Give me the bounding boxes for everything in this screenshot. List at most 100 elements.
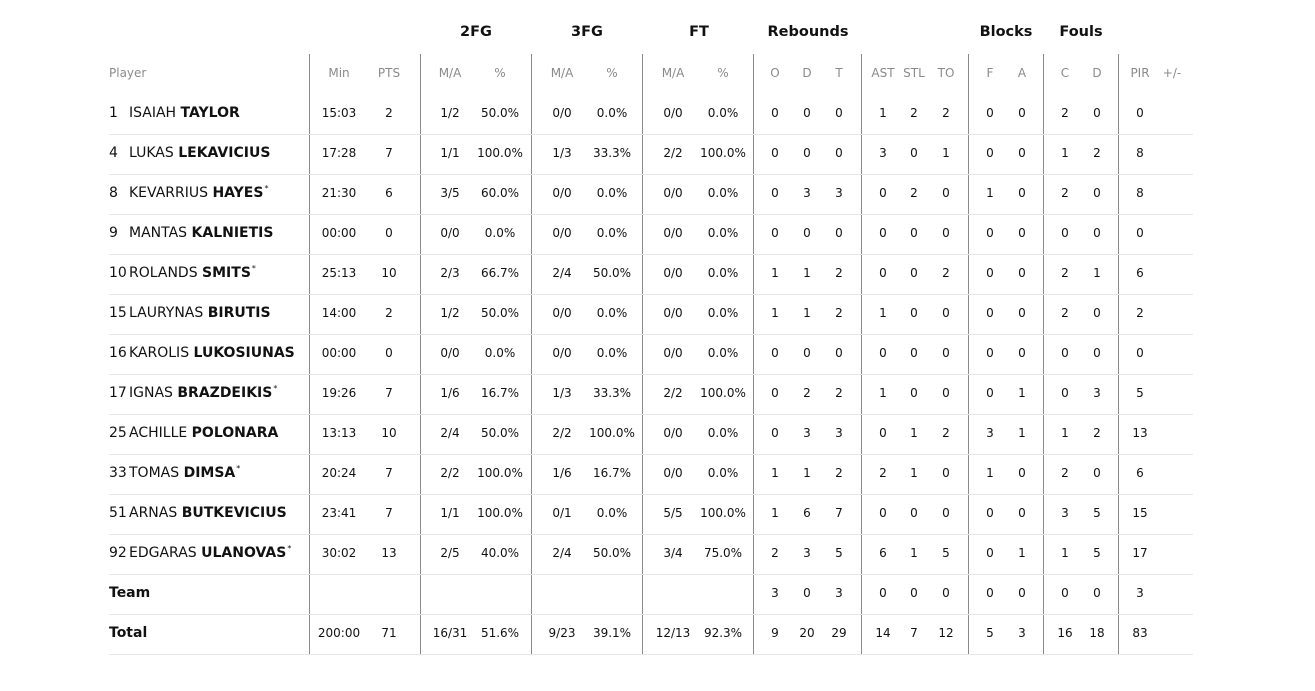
player-first-name: MANTAS (129, 225, 192, 241)
player-row-blk-f: 0 (986, 386, 994, 400)
player-row-to: 0 (942, 306, 950, 320)
player-row-foul-c: 2 (1061, 466, 1069, 480)
player-name[interactable]: KEVARRIUS HAYES* (129, 184, 268, 201)
starter-mark: * (251, 264, 256, 273)
player-row-blk-f: 0 (986, 106, 994, 120)
player-name[interactable]: TOMAS DIMSA* (129, 464, 241, 481)
player-name[interactable]: EDGARAS ULANOVAS* (129, 544, 291, 561)
player-first-name: EDGARAS (129, 545, 202, 561)
player-name[interactable]: ISAIAH TAYLOR (129, 105, 240, 121)
row-divider (109, 494, 1193, 495)
player-name[interactable]: KAROLIS LUKOSIUNAS (129, 345, 295, 361)
player-last-name: LUKOSIUNAS (193, 345, 295, 361)
player-row-to: 2 (942, 266, 950, 280)
player-row-min: 13:13 (321, 426, 357, 440)
player-row-fg2-ma: 3/5 (440, 186, 460, 200)
player-row-fg2-ma: 1/6 (440, 386, 460, 400)
player-name[interactable]: LAURYNAS BIRUTIS (129, 305, 271, 321)
player-row-blk-a: 0 (1018, 186, 1026, 200)
column-header-fg3-pct: % (606, 66, 618, 80)
player-row-pir: 5 (1136, 386, 1144, 400)
column-divider (968, 54, 969, 654)
total-row-foul-d: 18 (1089, 626, 1105, 640)
team-row-pir: 3 (1136, 586, 1144, 600)
player-first-name: ARNAS (129, 505, 182, 521)
total-row-ft-ma: 12/13 (655, 626, 691, 640)
player-name[interactable]: IGNAS BRAZDEIKIS* (129, 384, 278, 401)
player-row-pts: 0 (385, 226, 393, 240)
total-row-ast: 14 (875, 626, 891, 640)
player-row-min: 14:00 (321, 306, 357, 320)
starter-mark: * (273, 384, 278, 393)
player-row-foul-d: 0 (1093, 186, 1101, 200)
player-row-pts: 0 (385, 346, 393, 360)
total-row-foul-c: 16 (1057, 626, 1073, 640)
player-row-ft-ma: 3/4 (663, 546, 683, 560)
player-name[interactable]: ROLANDS SMITS* (129, 264, 256, 281)
player-row-fg3-pct: 33.3% (592, 386, 632, 400)
player-row-blk-f: 0 (986, 546, 994, 560)
player-row-reb-o: 1 (771, 466, 779, 480)
player-row-ft-ma: 0/0 (663, 186, 683, 200)
player-row-foul-d: 0 (1093, 226, 1101, 240)
starter-mark: * (236, 464, 241, 473)
player-row-reb-t: 7 (835, 506, 843, 520)
player-row-ast: 1 (879, 106, 887, 120)
player-row-blk-f: 0 (986, 306, 994, 320)
player-name[interactable]: MANTAS KALNIETIS (129, 225, 273, 241)
player-row-fg3-ma: 0/0 (552, 106, 572, 120)
player-row-fg2-ma: 0/0 (440, 226, 460, 240)
player-row-stl: 0 (910, 146, 918, 160)
player-name[interactable]: ACHILLE POLONARA (129, 425, 278, 441)
player-row-blk-a: 1 (1018, 386, 1026, 400)
player-row-ft-ma: 0/0 (663, 426, 683, 440)
row-divider (109, 414, 1193, 415)
group-header-rebounds: Rebounds (767, 24, 849, 40)
player-row-ft-ma: 0/0 (663, 226, 683, 240)
player-last-name: KALNIETIS (191, 225, 274, 241)
player-row-fg3-ma: 0/0 (552, 226, 572, 240)
player-row-reb-d: 0 (803, 106, 811, 120)
player-row-fg3-pct: 16.7% (592, 466, 632, 480)
player-row-ast: 6 (879, 546, 887, 560)
player-first-name: ROLANDS (129, 265, 203, 281)
row-divider (109, 334, 1193, 335)
player-row-reb-t: 2 (835, 306, 843, 320)
player-row-foul-d: 1 (1093, 266, 1101, 280)
player-row-fg2-pct: 50.0% (480, 426, 520, 440)
player-row-min: 25:13 (321, 266, 357, 280)
total-row-pts: 71 (381, 626, 397, 640)
player-row-to: 0 (942, 186, 950, 200)
player-row-to: 0 (942, 386, 950, 400)
player-row-fg2-pct: 16.7% (480, 386, 520, 400)
player-row-foul-c: 2 (1061, 186, 1069, 200)
player-row-ft-pct: 100.0% (700, 146, 746, 160)
player-row-fg3-pct: 0.0% (596, 506, 628, 520)
player-row-ft-pct: 0.0% (707, 306, 739, 320)
column-divider (531, 54, 532, 654)
total-row-fg3-ma: 9/23 (548, 626, 576, 640)
player-row-fg2-pct: 100.0% (477, 506, 523, 520)
player-row-fg3-pct: 0.0% (596, 226, 628, 240)
player-row-reb-t: 0 (835, 346, 843, 360)
column-header-foul-d: D (1092, 66, 1102, 80)
player-row-ft-ma: 2/2 (663, 386, 683, 400)
player-name[interactable]: LUKAS LEKAVICIUS (129, 145, 270, 161)
player-row-fg3-pct: 0.0% (596, 306, 628, 320)
player-row-min: 00:00 (321, 226, 357, 240)
player-row-reb-o: 2 (771, 546, 779, 560)
player-row-to: 0 (942, 226, 950, 240)
player-row-pts: 2 (385, 306, 393, 320)
column-header-ft-ma: M/A (661, 66, 685, 80)
player-number: 17 (109, 385, 127, 401)
player-row-ft-ma: 0/0 (663, 346, 683, 360)
player-row-reb-o: 0 (771, 346, 779, 360)
player-row-stl: 1 (910, 426, 918, 440)
player-name[interactable]: ARNAS BUTKEVICIUS (129, 505, 287, 521)
total-row-reb-o: 9 (771, 626, 779, 640)
player-row-stl: 0 (910, 506, 918, 520)
player-row-fg3-ma: 0/0 (552, 306, 572, 320)
player-row-pir: 0 (1136, 226, 1144, 240)
column-header-min: Min (328, 66, 350, 80)
player-row-reb-d: 0 (803, 346, 811, 360)
